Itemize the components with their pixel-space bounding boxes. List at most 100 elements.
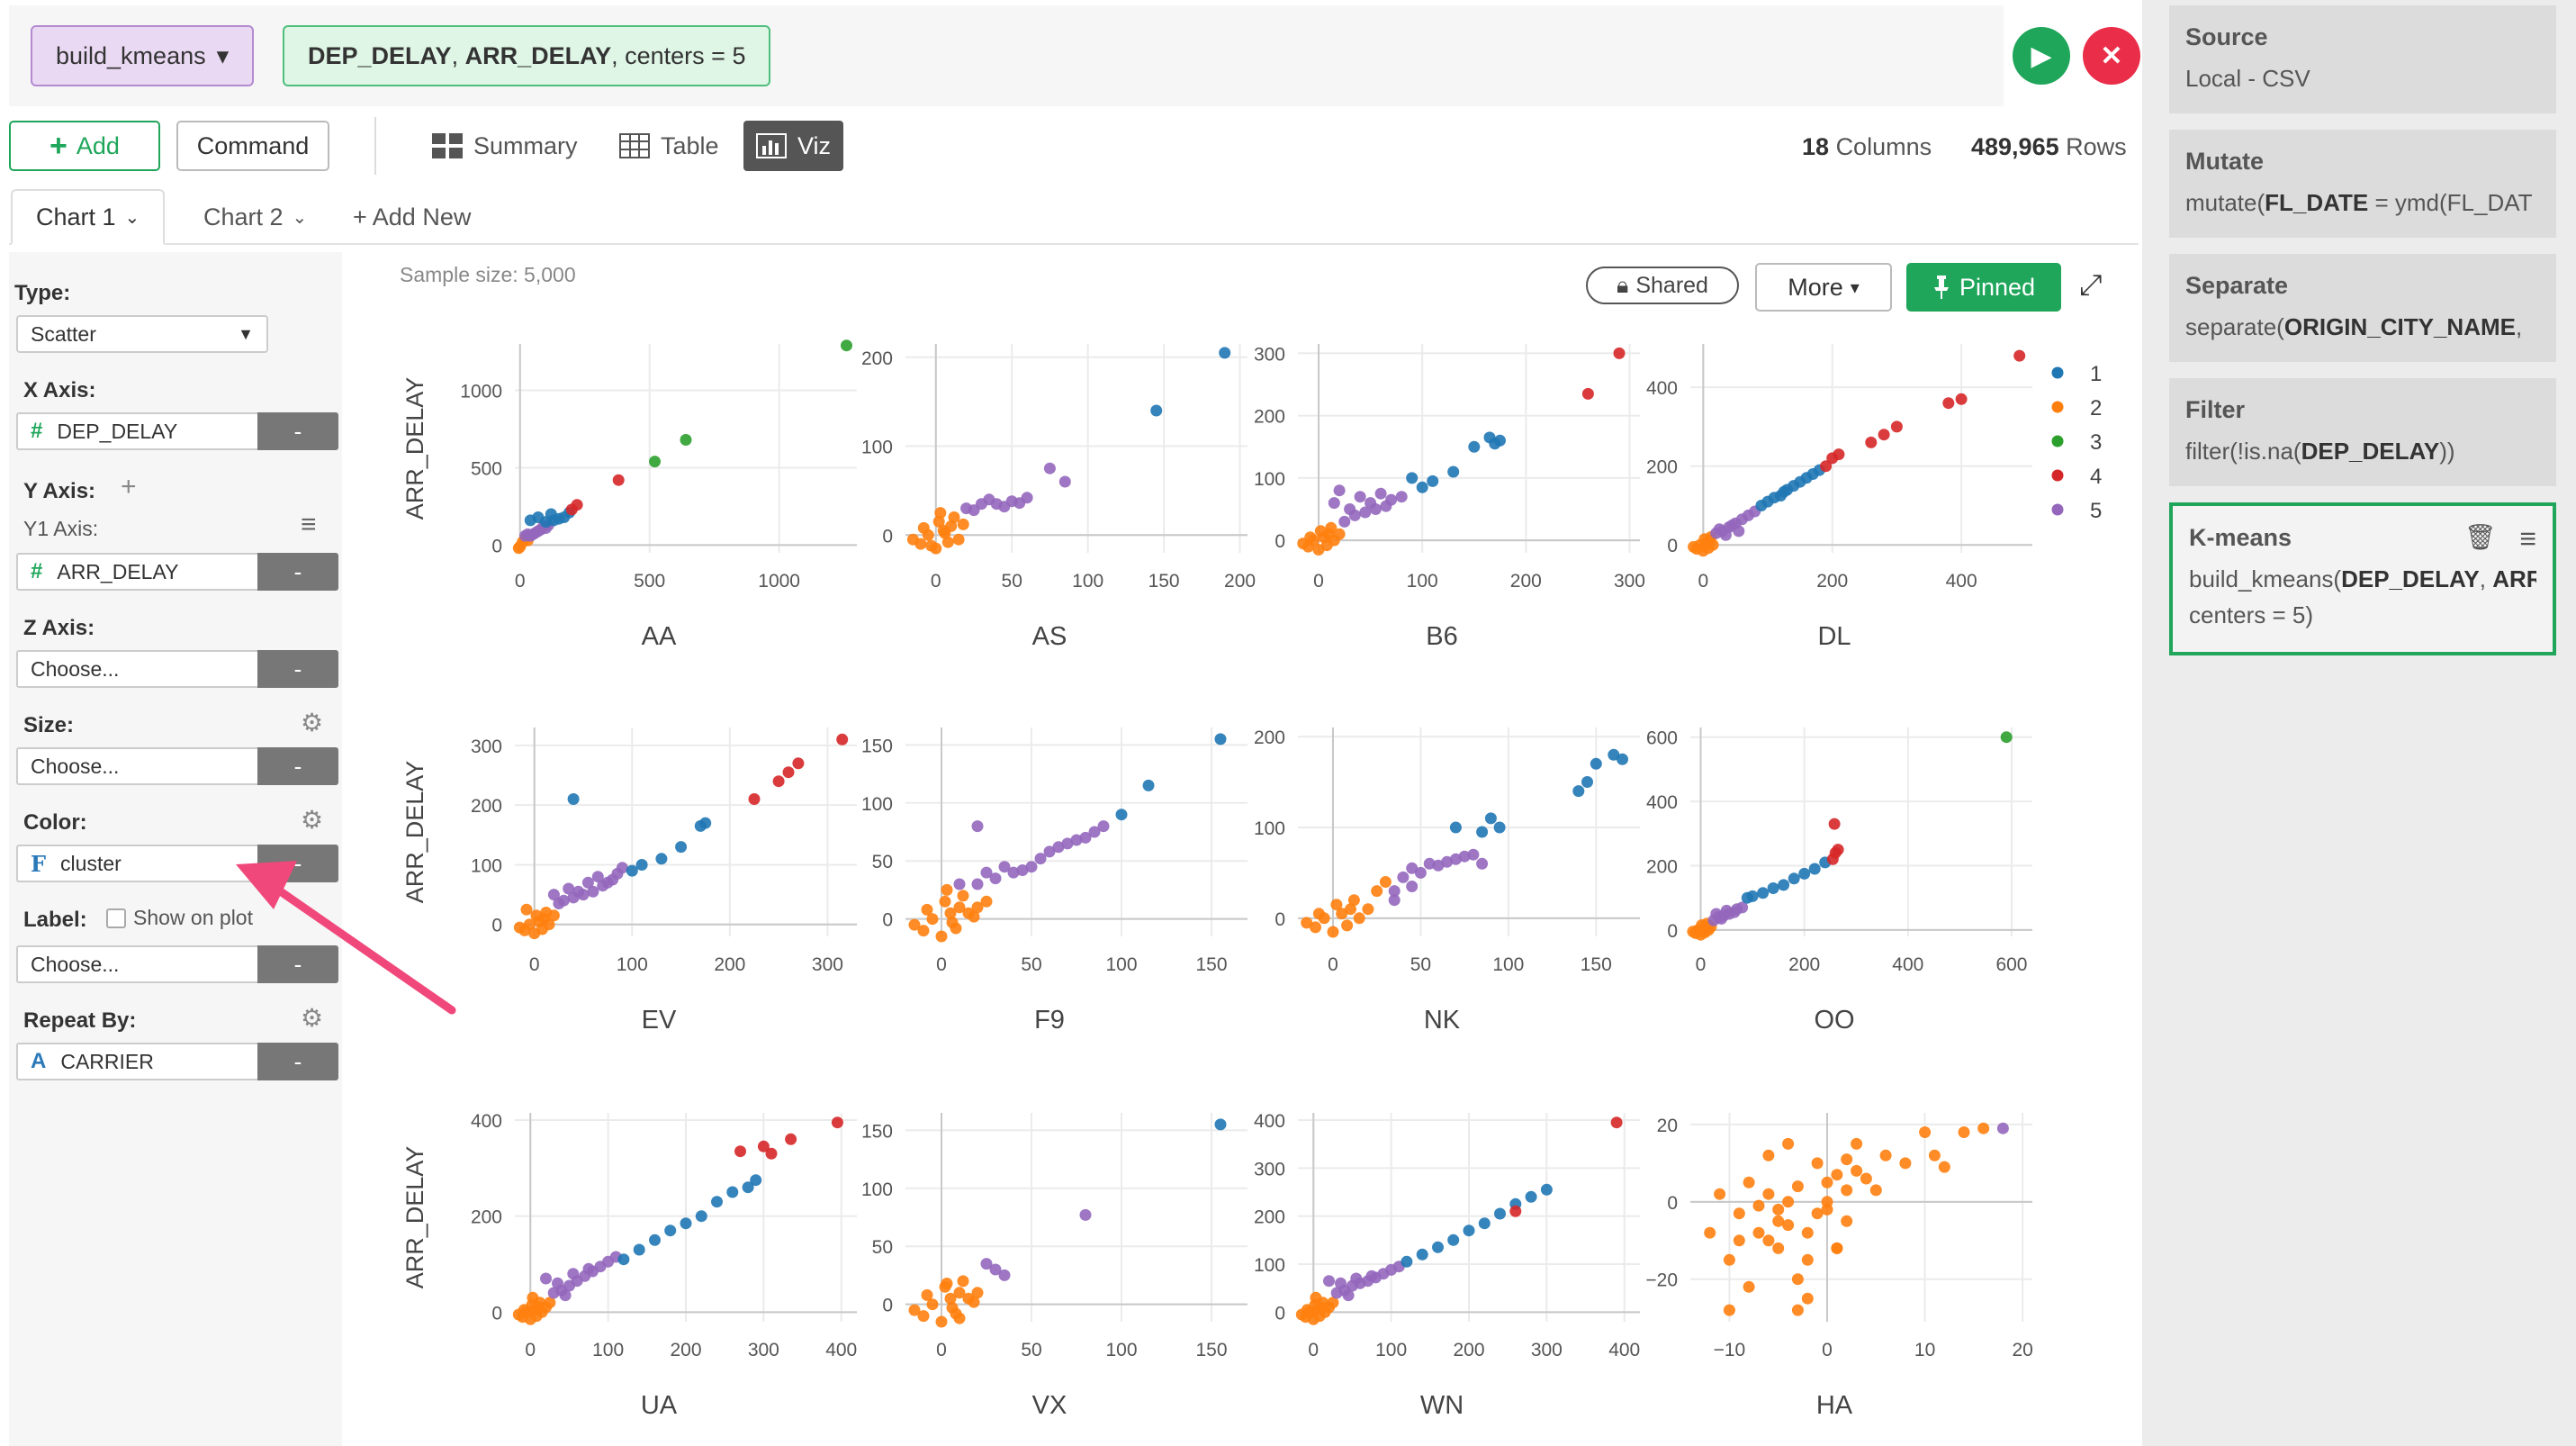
function-arguments[interactable]: DEP_DELAY, ARR_DELAY, centers = 5 [283, 25, 771, 86]
data-point [1338, 515, 1351, 528]
z-axis-remove-button[interactable]: - [257, 650, 338, 688]
data-point [935, 1315, 948, 1328]
x-tick-label: 200 [1788, 954, 1820, 975]
data-point [1043, 845, 1056, 858]
repeat-by-field[interactable]: A CARRIER [16, 1043, 259, 1080]
x-axis-field[interactable]: # DEP_DELAY [16, 412, 259, 450]
y-tick-label: 0 [491, 536, 502, 556]
legend-label: 3 [2090, 430, 2102, 455]
data-point [1476, 826, 1489, 838]
data-point [1397, 871, 1410, 883]
z-axis-field[interactable]: Choose... [16, 650, 259, 688]
pinned-button[interactable]: Pinned [1906, 263, 2061, 312]
data-point [1798, 867, 1811, 880]
show-on-plot-toggle[interactable]: Show on plot [106, 906, 253, 930]
step-filter[interactable]: Filter filter(!is.na(DEP_DELAY)) [2169, 378, 2556, 486]
command-button[interactable]: Command [176, 121, 329, 171]
label-field[interactable]: Choose... [16, 945, 259, 983]
data-point [1938, 1161, 1950, 1173]
x-tick-label: 400 [1892, 954, 1923, 975]
arg-rest: , centers = 5 [611, 41, 746, 69]
data-point [1832, 844, 1844, 856]
data-point [1581, 387, 1594, 400]
tab-table[interactable]: Table [607, 121, 732, 171]
x-tick-label: 0 [936, 954, 947, 975]
data-point [1955, 393, 1968, 405]
chart-tabs-divider [9, 243, 2139, 245]
size-field[interactable]: Choose... [16, 747, 259, 785]
trash-icon[interactable]: 🗑︎ [2463, 523, 2497, 551]
menu-icon[interactable]: ≡ [301, 510, 317, 539]
run-button[interactable]: ▶ [2013, 27, 2070, 85]
more-button[interactable]: More ▾ [1755, 263, 1892, 312]
data-point [1447, 465, 1460, 478]
step-mutate[interactable]: Mutate mutate(FL_DATE = ymd(FL_DAT [2169, 130, 2556, 238]
step-kmeans[interactable]: K-means 🗑︎ ≡ build_kmeans(DEP_DELAY, ARR… [2169, 502, 2556, 655]
step-source[interactable]: Source Local - CSV [2169, 5, 2556, 113]
data-point [757, 1140, 770, 1152]
chevron-down-icon: ⌄ [124, 207, 140, 228]
function-dropdown[interactable]: build_kmeans ▾ [31, 25, 255, 86]
numeric-type-icon: # [31, 419, 43, 443]
color-field[interactable]: F cluster [16, 845, 259, 882]
data-point [1347, 894, 1360, 907]
add-y-axis-icon[interactable]: + [121, 472, 137, 502]
chart-type-select[interactable]: Scatter ▼ [16, 315, 268, 353]
data-point [957, 518, 969, 530]
command-bar: build_kmeans ▾ DEP_DELAY, ARR_DELAY, cen… [9, 5, 2004, 106]
data-point [971, 901, 984, 914]
data-point [544, 1297, 556, 1309]
x-axis-remove-button[interactable]: - [257, 412, 338, 450]
expand-icon[interactable]: ⤢ [2079, 268, 2103, 301]
data-point [1328, 497, 1340, 510]
legend-marker [2051, 503, 2064, 516]
data-point [953, 901, 966, 914]
tab-chart-1[interactable]: Chart 1 ⌄ [11, 189, 166, 245]
data-point [1509, 1205, 1522, 1217]
data-point [1310, 921, 1321, 934]
sample-size: Sample size: 5,000 [400, 263, 576, 286]
data-point [1025, 861, 1038, 873]
tab-summary[interactable]: Summary [419, 121, 590, 171]
tab-viz[interactable]: Viz [743, 121, 844, 171]
facet-title: F9 [1034, 1006, 1065, 1035]
data-point [2013, 349, 2026, 362]
data-point [1330, 899, 1343, 911]
data-point [1820, 460, 1833, 473]
data-point [1416, 481, 1428, 493]
show-on-plot-checkbox[interactable] [106, 908, 126, 928]
data-point [518, 1304, 530, 1316]
x-tick-label: 100 [1105, 1340, 1137, 1360]
data-point [649, 1234, 661, 1246]
y-axis-field[interactable]: # ARR_DELAY [16, 553, 259, 591]
data-point [971, 878, 984, 890]
x-tick-label: 200 [670, 1340, 701, 1360]
cancel-button[interactable]: ✕ [2083, 27, 2140, 85]
x-tick-label: 400 [825, 1340, 857, 1360]
menu-icon[interactable]: ≡ [2519, 522, 2536, 555]
step-separate[interactable]: Separate separate(ORIGIN_CITY_NAME, [2169, 254, 2556, 362]
tab-viz-label: Viz [797, 131, 832, 159]
x-tick-label: 0 [1822, 1340, 1833, 1360]
data-point [1788, 872, 1800, 885]
x-tick-label: 100 [1072, 571, 1103, 592]
facet-title: HA [1816, 1391, 1853, 1420]
data-point [1353, 912, 1365, 925]
repeat-by-remove-button[interactable]: - [257, 1043, 338, 1080]
data-point [998, 861, 1011, 873]
add-step-button[interactable]: + Add [9, 121, 160, 171]
tab-chart-2[interactable]: Chart 2 ⌄ [180, 189, 330, 245]
add-new-chart-label: + Add New [353, 203, 472, 230]
gear-icon[interactable]: ⚙ [301, 709, 324, 737]
y-tick-label: 400 [1646, 378, 1678, 399]
size-remove-button[interactable]: - [257, 747, 338, 785]
y-axis-remove-button[interactable]: - [257, 553, 338, 591]
data-point [953, 1287, 966, 1299]
data-point [572, 885, 585, 898]
add-new-chart-tab[interactable]: + Add New [329, 189, 494, 245]
gear-icon[interactable]: ⚙ [301, 806, 324, 834]
y-axis-title: ARR_DELAY [401, 377, 428, 520]
x-tick-label: 400 [1608, 1340, 1640, 1360]
data-point [1801, 1253, 1814, 1266]
shared-button[interactable]: 🔒︎ Shared [1586, 267, 1739, 304]
